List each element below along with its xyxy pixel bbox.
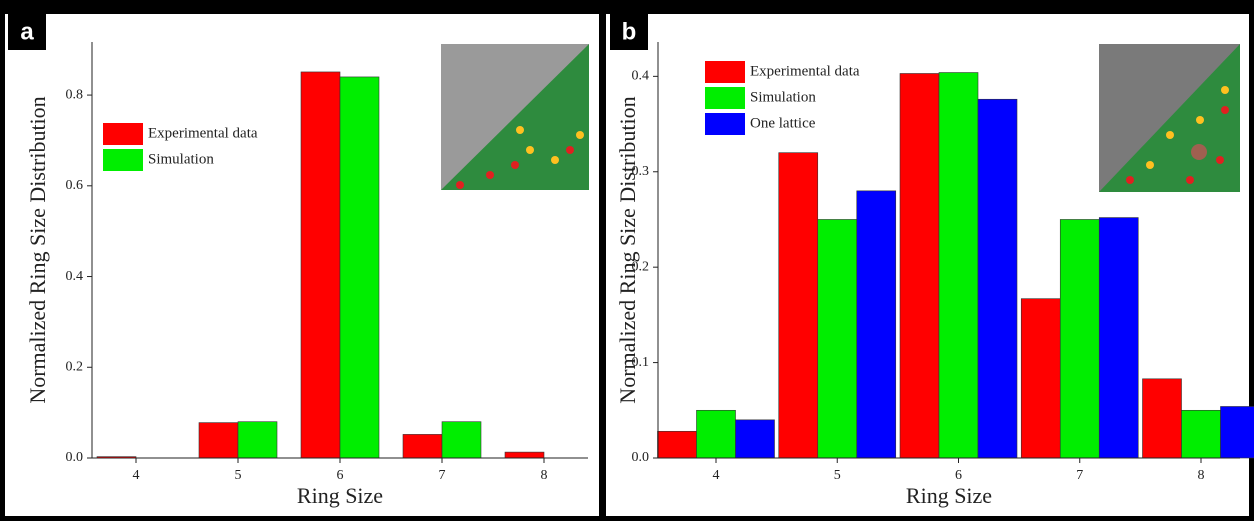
y-axis-title: Normalized Ring Size Distribution <box>25 96 50 403</box>
legend-swatch <box>705 61 745 83</box>
bar <box>977 98 1018 459</box>
legend-swatch <box>103 149 143 171</box>
bar <box>817 219 858 459</box>
x-tick-label: 4 <box>713 468 720 483</box>
y-tick-label: 0.0 <box>632 450 650 465</box>
legend-swatch <box>705 113 745 135</box>
legend-label: One lattice <box>750 115 816 131</box>
panel-label-bg <box>610 14 648 50</box>
bar <box>1181 409 1221 459</box>
legend-label: Experimental data <box>148 125 258 141</box>
x-axis-title: Ring Size <box>297 483 383 508</box>
y-tick-label: 0.3 <box>632 164 650 179</box>
x-tick-label: 4 <box>133 468 140 483</box>
y-axis-title: Normalized Ring Size Distribution <box>615 96 640 403</box>
bar <box>856 190 897 459</box>
legend-label: Experimental data <box>750 63 860 79</box>
y-tick-label: 0.0 <box>66 450 84 465</box>
legend-label: Simulation <box>750 89 816 105</box>
x-tick-label: 8 <box>541 468 548 483</box>
panel-label: a <box>20 18 34 45</box>
bar <box>778 152 819 459</box>
x-axis-title: Ring Size <box>906 483 992 508</box>
bar <box>504 451 545 459</box>
bar <box>300 71 341 459</box>
bar <box>1142 378 1182 459</box>
bar <box>402 434 443 459</box>
x-tick-label: 6 <box>337 468 344 483</box>
y-tick-label: 0.2 <box>632 259 650 274</box>
legend-swatch <box>705 87 745 109</box>
y-tick-label: 0.6 <box>66 178 84 193</box>
bar <box>899 73 940 459</box>
inset-image <box>441 44 589 190</box>
x-tick-label: 5 <box>235 468 242 483</box>
panel-label-bg <box>8 14 46 50</box>
y-tick-label: 0.4 <box>632 69 650 84</box>
bar <box>1098 217 1139 459</box>
legend-label: Simulation <box>148 151 214 167</box>
y-tick-label: 0.2 <box>66 359 84 374</box>
bar <box>657 430 697 459</box>
panel-label: b <box>622 18 637 45</box>
bar <box>1020 298 1061 459</box>
bar <box>696 409 736 459</box>
x-tick-label: 7 <box>439 468 446 483</box>
bar <box>198 422 239 459</box>
y-tick-label: 0.1 <box>632 355 650 370</box>
bar <box>735 419 775 459</box>
x-tick-label: 7 <box>1076 468 1083 483</box>
y-tick-label: 0.8 <box>66 87 84 102</box>
x-tick-label: 6 <box>955 468 962 483</box>
y-tick-label: 0.4 <box>66 269 84 284</box>
bar <box>339 76 380 459</box>
x-tick-label: 8 <box>1198 468 1205 483</box>
bar <box>441 421 482 459</box>
bar <box>1059 219 1100 459</box>
bar <box>938 72 979 459</box>
inset-image <box>1099 44 1240 192</box>
x-tick-label: 5 <box>834 468 841 483</box>
bar <box>1220 406 1254 459</box>
bar <box>237 421 278 459</box>
legend-swatch <box>103 123 143 145</box>
